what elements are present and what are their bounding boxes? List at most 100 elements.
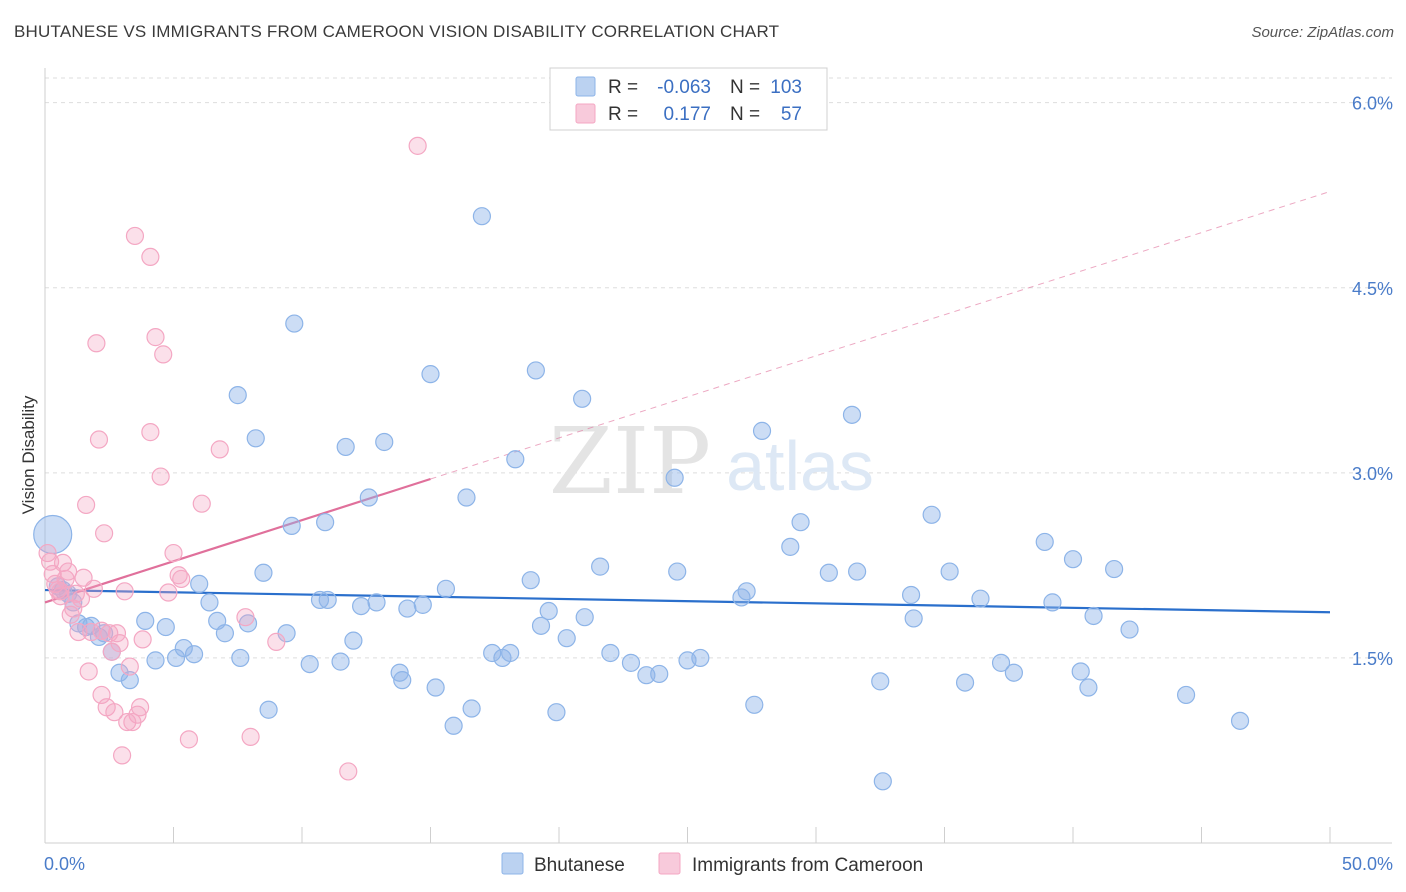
cameroon-point	[130, 698, 150, 717]
cameroon-point	[267, 632, 286, 651]
bhutanese-point	[310, 590, 330, 610]
bhutanese-point	[146, 651, 165, 670]
bhutanese-point	[1105, 559, 1124, 579]
cameroon-point	[236, 608, 255, 627]
cameroon-point	[408, 136, 427, 155]
bhutanese-point	[819, 563, 838, 582]
bhutanese-point	[174, 638, 193, 658]
series-legend-label: Immigrants from Cameroon	[692, 855, 923, 876]
bhutanese-point	[331, 652, 350, 671]
bhutanese-point	[1004, 663, 1023, 682]
legend-swatch	[575, 76, 596, 97]
bhutanese-point	[871, 672, 890, 691]
cameroon-point	[159, 583, 178, 602]
cameroon-point	[89, 430, 109, 449]
cameroon-point	[92, 621, 111, 640]
bhutanese-point	[791, 513, 810, 532]
bhutanese-point	[1084, 606, 1103, 626]
y-tick-label: 1.5%	[1352, 649, 1393, 669]
cameroon-point	[69, 622, 88, 642]
bhutanese-point	[539, 601, 558, 621]
series-legend-swatch	[501, 852, 524, 875]
bhutanese-point	[547, 703, 566, 722]
bhutanese-point	[691, 648, 710, 668]
label-layer: 1.5% 3.0% 4.5% 6.0% 0.0% 50.0% Vision Disabili…	[19, 94, 1393, 874]
bhutanese-point	[398, 599, 417, 618]
bhutanese-point	[231, 648, 250, 668]
bhutanese-point	[285, 314, 304, 333]
bhutanese-point	[1043, 593, 1062, 612]
bhutanese-point	[136, 611, 155, 631]
cameroon-point	[164, 543, 183, 563]
cameroon-point	[84, 579, 103, 598]
series-legend-label: Bhutanese	[534, 855, 625, 876]
bhutanese-point	[462, 699, 481, 718]
legend-n-label: N =	[730, 77, 760, 98]
bhutanese-point	[955, 673, 975, 692]
cameroon-point	[112, 746, 132, 765]
bhutanese-point	[1120, 620, 1139, 639]
trendline-cameroon-extension	[430, 191, 1331, 480]
bhutanese-point	[110, 663, 129, 682]
bhutanese-point	[95, 624, 114, 643]
bhutanese-point	[282, 516, 301, 535]
bhutanese-point	[848, 562, 867, 581]
cameroon-point	[192, 494, 211, 513]
series-legend-swatch	[658, 852, 681, 875]
cameroon-point	[105, 703, 124, 722]
cameroon-point	[66, 584, 85, 603]
bhutanese-point	[352, 596, 371, 616]
bhutanese-point	[591, 557, 610, 576]
watermark-zip: ZIP	[549, 408, 711, 515]
cameroon-point	[115, 582, 134, 601]
cameroon-point	[339, 762, 358, 781]
bhutanese-point	[940, 562, 959, 581]
bhutanese-point	[318, 590, 337, 610]
cameroon-point	[77, 495, 96, 515]
bhutanese-point	[781, 537, 800, 556]
legend-n-value: 103	[770, 77, 802, 98]
bhutanese-point	[901, 585, 921, 605]
bhutanese-point	[650, 664, 669, 684]
cameroon-point	[125, 226, 145, 246]
bhutanese-point	[215, 624, 234, 643]
bhutanese-point	[344, 631, 363, 650]
cameroon-point	[79, 662, 98, 681]
y-tick-label: 4.5%	[1352, 279, 1393, 299]
watermark: ZIP atlas	[549, 408, 874, 515]
cameroon-point	[118, 712, 137, 732]
bhutanese-point	[521, 571, 540, 590]
bhutanese-point	[1035, 532, 1054, 552]
series-legend: Bhutanese Immigrants from Cameroon	[501, 852, 923, 876]
bhutanese-point	[637, 666, 656, 685]
bhutanese-point	[436, 579, 456, 598]
bhutanese-point	[390, 663, 409, 682]
cameroon-point	[172, 569, 191, 589]
bhutanese-point	[300, 654, 319, 674]
bhutanese-point	[413, 595, 432, 614]
bhutanese-point	[971, 589, 990, 608]
bhutanese-point	[316, 513, 335, 532]
trend-layer	[44, 191, 1331, 614]
watermark-atlas: atlas	[726, 427, 874, 505]
bhutanese-point	[444, 716, 463, 735]
cameroon-point	[151, 467, 170, 486]
bhutanese-point	[904, 609, 923, 628]
bhutanese-point	[501, 643, 520, 663]
bhutanese-point	[601, 643, 620, 663]
bhutanese-point	[1063, 550, 1083, 569]
bhutanese-point	[246, 429, 265, 448]
points-layer	[33, 136, 1250, 791]
cameroon-point	[123, 712, 142, 732]
cameroon-point	[154, 345, 173, 364]
bhutanese-point	[254, 563, 273, 582]
cameroon-point	[87, 334, 106, 353]
bhutanese-point	[421, 365, 440, 384]
bhutanese-point	[745, 695, 764, 714]
cameroon-point	[64, 599, 83, 618]
bhutanese-point	[842, 405, 862, 424]
axis-layer	[44, 68, 1392, 844]
cameroon-point	[210, 440, 229, 459]
bhutanese-point	[426, 678, 445, 697]
cameroon-point	[71, 589, 91, 608]
